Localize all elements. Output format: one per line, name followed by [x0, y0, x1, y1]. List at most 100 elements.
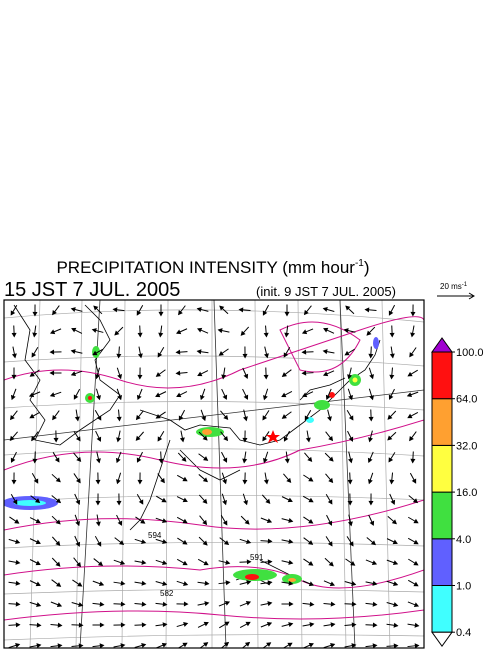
wind-arrow-head [322, 307, 328, 312]
wind-arrow-head [308, 497, 314, 503]
wind-arrow-head [222, 500, 227, 506]
wind-arrow-head [182, 642, 188, 648]
wind-arrow-head [243, 500, 248, 506]
wind-arrow-head [348, 458, 353, 464]
wind-arrow-head [388, 310, 394, 316]
wind-arrow-head [281, 372, 287, 377]
wind-arrow-head [204, 580, 210, 586]
wind-arrow-head [55, 540, 61, 546]
contours [4, 316, 424, 621]
colorbar-over [431, 337, 453, 353]
wind-arrow-head [135, 435, 141, 441]
wind-arrow-head [328, 456, 334, 462]
wind-arrow-head [410, 311, 416, 317]
wind-arrow-head [78, 602, 84, 607]
wind-arrow-head [263, 458, 268, 464]
wind-arrow-head [32, 458, 38, 464]
wind-arrow-head [308, 642, 314, 648]
wind-arrow-head [393, 622, 399, 628]
wind-arrow-head [347, 500, 353, 506]
wind-arrow-head [196, 327, 203, 333]
wind-arrow-head [141, 601, 147, 607]
wind-arrow-head [162, 518, 168, 524]
wind-arrow-head [393, 643, 399, 648]
colorbar-box [431, 398, 453, 446]
wind-arrow-head [49, 349, 55, 355]
wind-arrow-head [137, 479, 143, 485]
wind-arrow-head [120, 580, 126, 586]
wind-arrow-head [11, 479, 17, 485]
wind-arrow-head [178, 415, 184, 421]
wind-arrow-head [116, 416, 122, 422]
wind-arrow-head [115, 457, 121, 464]
wind-arrow-head [32, 332, 38, 338]
wind-arrow-head [15, 622, 21, 628]
wind-arrow-head [281, 392, 287, 398]
wind-arrow-head [116, 437, 122, 443]
wind-arrow-head [57, 622, 63, 628]
wind-arrow-head [157, 352, 163, 358]
wind-arrow-head [52, 415, 57, 421]
wind-arrow-head [323, 371, 329, 377]
wind-arrow-head [286, 477, 292, 483]
wind-arrow-head [368, 416, 374, 422]
wind-arrow-head [243, 416, 248, 422]
ref-text: 20 ms [440, 282, 462, 291]
wind-arrow-head [308, 560, 314, 566]
wind-arrow-head [32, 311, 38, 317]
wind-arrow-head [141, 559, 147, 565]
wind-arrow-head [410, 332, 416, 338]
wind-arrow-head [330, 601, 336, 607]
colorbar-box [431, 538, 453, 586]
wind-arrow-head [225, 580, 231, 586]
wind-arrow-head [287, 642, 293, 648]
wind-arrow-head [55, 498, 62, 504]
wind-arrow-head [307, 456, 313, 462]
wind-arrow-head [202, 435, 208, 441]
wind-arrow-head [96, 436, 102, 442]
wind-arrow-head [392, 560, 399, 566]
wind-arrow-head [9, 435, 15, 441]
wind-arrow-head [141, 539, 147, 544]
wind-arrow-head [308, 540, 314, 545]
wind-arrow-head [389, 479, 395, 485]
wind-arrow-head [204, 601, 210, 607]
wind-arrow-head [369, 395, 374, 401]
wind-arrow-head [53, 437, 59, 443]
wind-arrow-head [55, 477, 61, 483]
wind-arrow-head [308, 518, 314, 524]
wind-arrow-head [35, 581, 41, 587]
wind-arrow-head [176, 392, 182, 398]
wind-arrow-head [196, 349, 202, 355]
wind-arrow-head [31, 436, 36, 442]
wind-arrow-head [136, 394, 142, 401]
wind-arrow-head [35, 518, 41, 524]
wind-arrow-head [116, 353, 122, 359]
wind-arrow-head [240, 330, 246, 336]
wind-arrow-head [267, 559, 273, 565]
wind-arrow-head [70, 371, 77, 377]
colorbar-box [431, 351, 453, 400]
wind-arrow-head [322, 349, 328, 355]
wind-arrow-head [242, 353, 248, 359]
wind-arrow-head [175, 370, 181, 376]
wind-arrow-head [217, 328, 223, 334]
wind-arrow-head [196, 307, 202, 312]
wind-arrow-head [33, 478, 39, 484]
wind-arrow-head [92, 350, 98, 356]
colorbar-box [431, 585, 453, 633]
colorbar-under [431, 631, 453, 648]
contour-label: 594 [148, 531, 162, 540]
colorbar-label: 0.4 [456, 627, 471, 639]
wind-arrow-head [96, 415, 102, 421]
wind-arrow-head [330, 643, 336, 648]
ref-arrow [437, 292, 475, 300]
wind-arrow-head [74, 416, 80, 422]
wind-arrow-head [76, 478, 81, 484]
wind-arrow-head [225, 560, 231, 565]
wind-arrow-head [9, 414, 15, 421]
wind-arrow-head [372, 622, 378, 628]
wind-arrow-head [267, 580, 273, 586]
wind-arrow-head [116, 479, 121, 485]
wind-arrow-head [287, 497, 293, 503]
